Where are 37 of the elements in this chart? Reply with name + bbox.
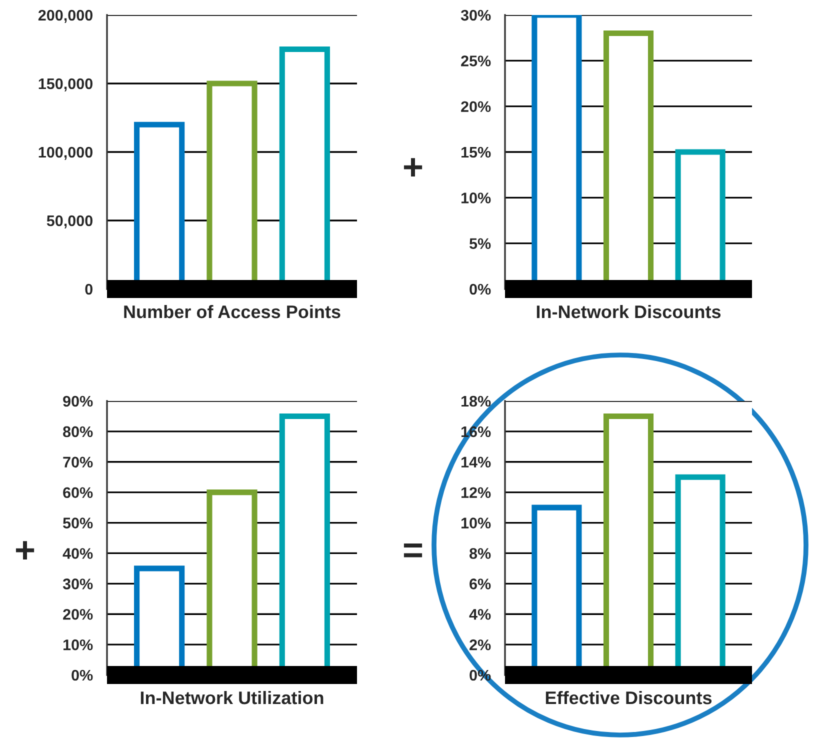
y-tick-label: 40% <box>62 548 93 559</box>
y-tick-label: 50,000 <box>46 215 92 228</box>
y-tick-label: 12% <box>461 487 491 498</box>
y-tick-label: 200,000 <box>38 10 92 23</box>
y-tick-label: 30% <box>460 10 491 21</box>
x-axis-title: In-Network Discounts <box>536 304 721 318</box>
text: = <box>404 544 422 558</box>
y-tick-label: 18% <box>461 396 491 407</box>
text: + <box>404 158 422 176</box>
y-tick-label: 20% <box>461 101 491 112</box>
y-tick-label: 8% <box>470 548 491 559</box>
y-tick-label: 10% <box>461 192 491 204</box>
y-tick-label: 90% <box>63 396 93 407</box>
y-tick-label: 4% <box>469 609 491 620</box>
y-tick-label: 30% <box>62 578 93 590</box>
y-tick-label: 6% <box>470 578 491 590</box>
y-tick-label: 0% <box>72 670 93 681</box>
y-tick-label: 150,000 <box>38 78 92 92</box>
x-axis-title: Effective Discounts <box>546 690 712 704</box>
x-axis-title: In-Network Utilization <box>140 690 324 704</box>
y-tick-label: 5% <box>470 238 491 250</box>
y-tick-label: 70% <box>63 456 93 468</box>
y-tick-label: 50% <box>63 518 93 528</box>
y-tick-label: 20% <box>63 608 93 620</box>
y-tick-label: 14% <box>461 456 491 468</box>
y-tick-label: 100,000 <box>38 146 92 160</box>
y-tick-label: 25% <box>461 56 491 66</box>
y-tick-label: 15% <box>461 146 491 158</box>
y-tick-label: 0% <box>470 284 491 295</box>
y-tick-label: 60% <box>63 487 93 498</box>
y-tick-label: 2% <box>470 639 491 650</box>
y-tick-label: 0 <box>85 284 92 295</box>
x-axis-title: Number of Access Points <box>124 304 340 318</box>
y-tick-label: 80% <box>63 426 93 438</box>
text: + <box>16 541 34 560</box>
y-tick-label: 10% <box>63 639 93 650</box>
y-tick-label: 10% <box>461 518 491 528</box>
